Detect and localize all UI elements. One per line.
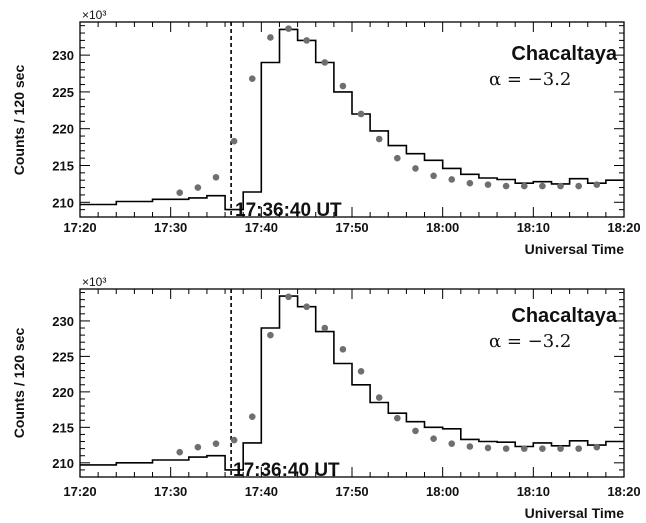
model-point <box>267 34 274 41</box>
model-point <box>593 181 601 188</box>
model-point <box>375 135 383 143</box>
model-point <box>267 331 274 339</box>
model-point <box>484 181 492 188</box>
model-point <box>194 184 202 191</box>
model-point <box>412 427 419 435</box>
model-point <box>539 182 546 190</box>
y-tick-label: 220 <box>52 385 74 400</box>
model-point <box>285 293 292 301</box>
model-point <box>539 445 546 452</box>
x-axis-title: Universal Time <box>525 505 625 521</box>
model-point <box>557 182 564 190</box>
model-point <box>502 182 510 190</box>
x-tick-label: 18:00 <box>426 220 459 235</box>
x-tick-label: 18:10 <box>517 484 550 499</box>
model-point <box>212 173 220 181</box>
alpha-label: α = −3.2 <box>489 69 571 90</box>
x-tick-label: 17:30 <box>154 484 187 499</box>
model-point <box>321 59 329 66</box>
model-point <box>339 82 347 90</box>
model-point <box>339 346 347 353</box>
y-tick-label: 230 <box>52 314 74 329</box>
model-point <box>321 324 329 332</box>
x-tick-label: 17:50 <box>335 220 368 235</box>
x-tick-label: 18:20 <box>607 484 640 499</box>
event-time-label: 17:36:40 UT <box>235 200 342 221</box>
y-axis-title: Counts / 120 sec <box>11 65 27 176</box>
chart-panel-bottom: ×10³ Counts / 120 sec Universal Time Cha… <box>11 275 641 521</box>
y-tick-label: 225 <box>52 349 74 364</box>
station-label: Chacaltaya <box>511 305 617 327</box>
y-multiplier-label: ×10³ <box>82 275 106 289</box>
x-tick-label: 18:10 <box>517 220 550 235</box>
y-tick-label: 220 <box>52 122 74 137</box>
y-tick-label: 215 <box>52 420 74 435</box>
model-point <box>502 445 510 452</box>
model-point <box>394 414 401 422</box>
station-label: Chacaltaya <box>511 43 617 65</box>
model-point <box>484 444 492 452</box>
x-tick-label: 17:40 <box>245 220 278 235</box>
model-point <box>194 443 202 451</box>
model-point <box>520 445 528 452</box>
model-point <box>430 172 437 180</box>
event-time-label: 17:36:40 UT <box>233 460 340 481</box>
model-point <box>520 182 528 190</box>
model-point <box>466 443 474 450</box>
model-point <box>448 440 456 447</box>
x-tick-label: 17:20 <box>63 484 96 499</box>
x-tick-label: 17:50 <box>335 484 368 499</box>
y-tick-label: 215 <box>52 158 74 173</box>
model-point <box>448 176 456 183</box>
model-point <box>230 436 238 444</box>
y-multiplier-label: ×10³ <box>82 8 106 22</box>
x-tick-label: 17:20 <box>63 220 96 235</box>
chart-panel-top: ×10³ Counts / 120 sec Universal Time Cha… <box>11 8 641 257</box>
model-point <box>230 137 238 145</box>
data-series <box>80 22 624 217</box>
y-tick-label: 210 <box>52 195 74 210</box>
model-point <box>248 75 256 82</box>
y-tick-label: 210 <box>52 456 74 471</box>
y-axis-title: Counts / 120 sec <box>11 328 27 439</box>
model-point <box>248 413 256 420</box>
model-point <box>430 435 437 442</box>
model-point <box>357 367 365 375</box>
model-point <box>176 189 184 197</box>
model-point <box>303 37 310 44</box>
model-point <box>593 443 601 451</box>
x-tick-label: 17:30 <box>154 220 187 235</box>
observed-counts-step <box>80 295 624 471</box>
model-point <box>357 110 365 118</box>
model-point <box>303 303 310 311</box>
axis-ticks: 210 215 220 225 230 17:20 17:30 17:40 17:50 18:00… <box>52 22 641 235</box>
x-axis-title: Universal Time <box>525 241 625 257</box>
model-point <box>466 179 474 187</box>
y-tick-label: 230 <box>52 48 74 63</box>
axis-ticks: 210 215 220 225 230 17:20 17:30 17:40 17:50 18:00… <box>52 289 641 499</box>
x-tick-label: 18:00 <box>426 484 459 499</box>
model-point <box>575 182 582 190</box>
model-point <box>176 448 184 456</box>
x-tick-label: 17:40 <box>245 484 278 499</box>
observed-counts-step <box>80 28 624 211</box>
data-series <box>80 289 624 477</box>
model-point <box>212 440 220 447</box>
alpha-label: α = −3.2 <box>489 331 571 352</box>
model-point <box>394 154 401 162</box>
model-point <box>375 394 383 401</box>
model-point <box>412 165 419 172</box>
model-point <box>557 445 564 452</box>
y-tick-label: 225 <box>52 85 74 100</box>
model-point <box>285 25 292 32</box>
x-tick-label: 18:20 <box>607 220 640 235</box>
model-point <box>575 445 582 452</box>
